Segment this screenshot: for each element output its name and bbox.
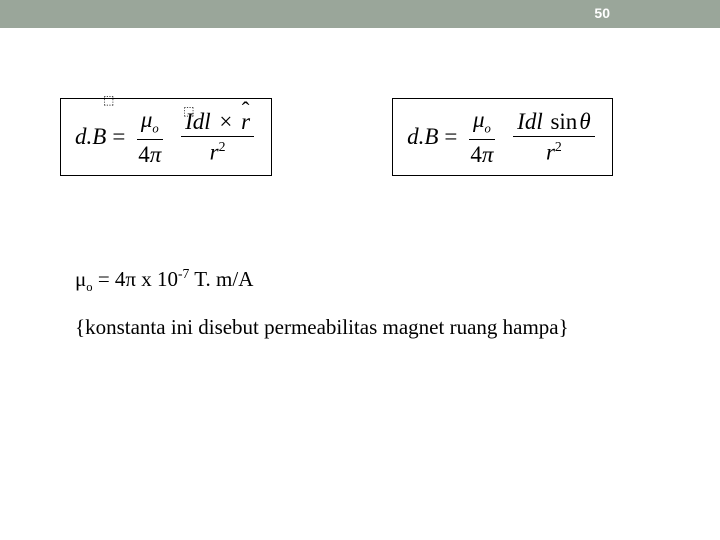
mu-pi: π — [125, 267, 136, 291]
mu-equals-four: = 4 — [93, 267, 126, 291]
r-denom-2: r — [546, 140, 555, 165]
theta-symbol: θ — [579, 109, 590, 134]
dB-prefix-2: d. — [407, 124, 424, 149]
mu-const: μ — [75, 267, 86, 291]
idl-sintheta-over-r2: Idl sinθ r2 — [513, 109, 594, 165]
four-2: 4 — [470, 142, 482, 167]
permeability-note: {konstanta ini disebut permeabilitas mag… — [75, 315, 660, 340]
dB-prefix: d. — [75, 124, 92, 149]
formula-box-scalar: d.B = μo 4π Idl sinθ r2 — [392, 98, 613, 176]
slide-content: ⬚ d.B = μo 4π ⬚ Idl × r r2 — [0, 28, 720, 340]
formula-row: ⬚ d.B = μo 4π ⬚ Idl × r r2 — [60, 98, 660, 176]
mu-exponent: -7 — [178, 266, 189, 281]
r-hat: r — [241, 109, 250, 134]
vector-arrow-dB: ⬚ — [103, 93, 114, 108]
dl-element: dl — [193, 109, 211, 134]
mu-over-4pi-2: μo 4π — [466, 107, 497, 167]
mu-symbol: μ — [141, 107, 153, 132]
pi-symbol-2: π — [482, 142, 494, 167]
dl-element-2: dl — [525, 109, 543, 134]
r-denom: r — [210, 140, 219, 165]
mu-constant-line: μo = 4π x 10-7 T. m/A — [75, 266, 660, 295]
pi-symbol: π — [150, 142, 162, 167]
mu-over-4pi: μo 4π — [134, 107, 165, 167]
dB-var: B — [92, 124, 106, 149]
mu-subscript-2: o — [485, 122, 491, 136]
r-squared-exp: 2 — [219, 139, 226, 154]
four: 4 — [138, 142, 150, 167]
vector-arrow-idl: ⬚ — [183, 105, 194, 118]
current-I-2: I — [517, 109, 525, 134]
sin-func: sin — [550, 109, 577, 134]
cross-product: × — [219, 109, 232, 134]
equals-sign: = — [112, 124, 125, 150]
r-squared-exp-2: 2 — [555, 139, 562, 154]
equals-sign-2: = — [444, 124, 457, 150]
mu-symbol-2: μ — [473, 107, 485, 132]
mu-subscript: o — [152, 122, 158, 136]
page-number: 50 — [594, 5, 610, 21]
dB-var-2: B — [424, 124, 438, 149]
formula-box-vector: ⬚ d.B = μo 4π ⬚ Idl × r r2 — [60, 98, 272, 176]
mu-times-ten: x 10 — [136, 267, 178, 291]
header-bar: 50 — [0, 0, 720, 28]
idl-cross-r-over-r2: ⬚ Idl × r r2 — [181, 109, 254, 165]
mu-unit: T. m/A — [194, 267, 253, 291]
